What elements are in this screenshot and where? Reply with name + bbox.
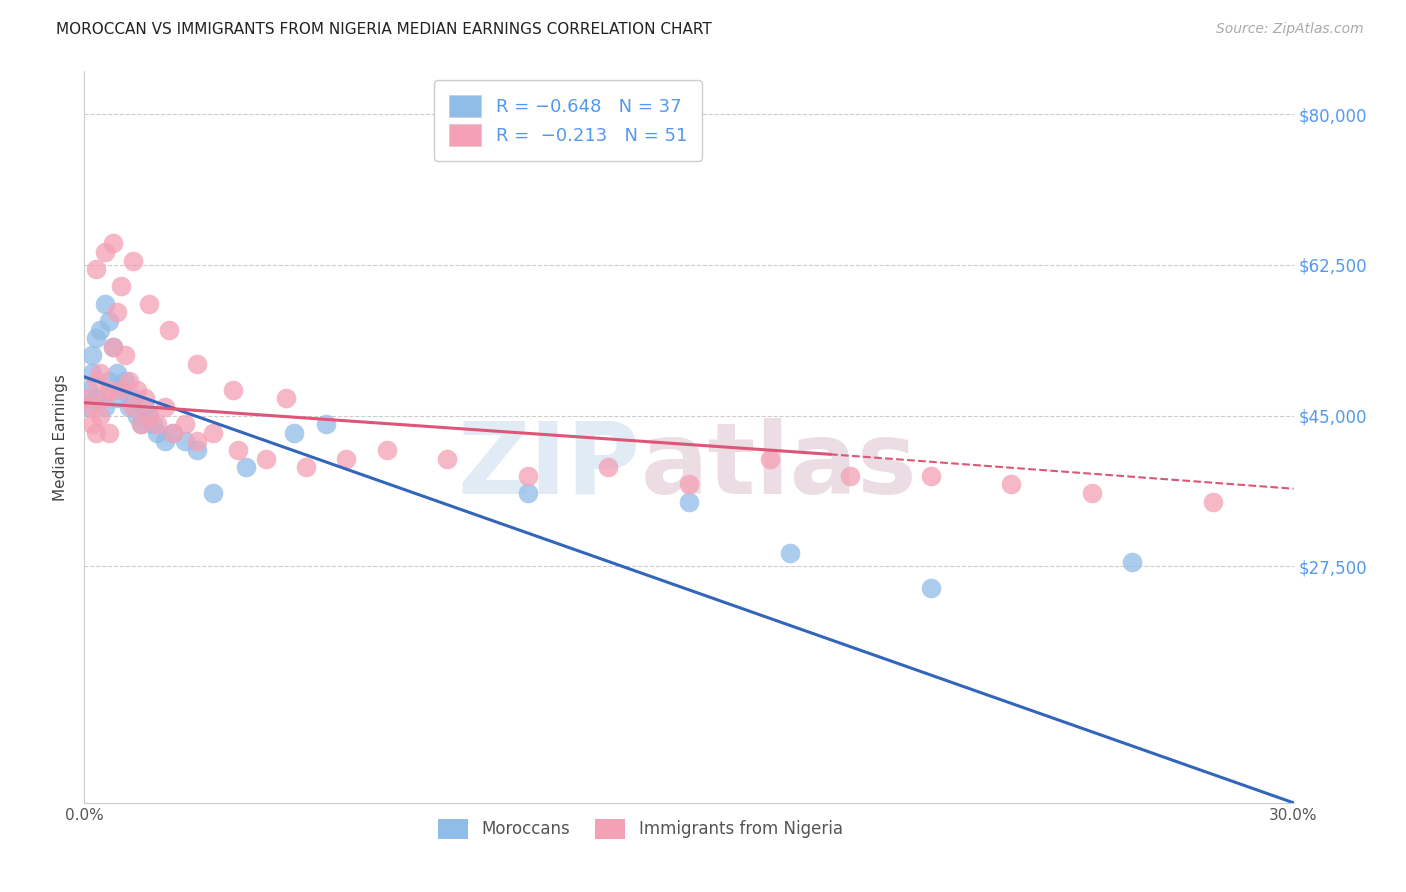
Point: [235, 460, 257, 475]
Point: [82, 400, 104, 414]
Point: [110, 383, 132, 397]
Y-axis label: Median Earnings: Median Earnings: [53, 374, 69, 500]
Point: [134, 392, 156, 406]
Point: [121, 253, 143, 268]
Point: [138, 296, 160, 310]
Point: [86, 425, 108, 440]
Point: [105, 305, 128, 319]
Point: [82, 366, 104, 380]
Point: [222, 383, 245, 397]
Point: [97, 314, 120, 328]
Point: [105, 392, 128, 406]
Text: MOROCCAN VS IMMIGRANTS FROM NIGERIA MEDIAN EARNINGS CORRELATION CHART: MOROCCAN VS IMMIGRANTS FROM NIGERIA MEDI…: [56, 22, 711, 37]
Point: [516, 468, 538, 483]
Point: [86, 331, 108, 345]
Point: [295, 460, 318, 475]
Point: [146, 425, 169, 440]
Point: [678, 494, 700, 508]
Point: [77, 400, 100, 414]
Point: [1121, 555, 1143, 569]
Point: [82, 417, 104, 432]
Point: [202, 425, 225, 440]
Point: [186, 357, 208, 371]
Point: [121, 392, 143, 406]
Point: [1202, 494, 1225, 508]
Point: [86, 392, 108, 406]
Point: [101, 236, 124, 251]
Point: [89, 322, 111, 336]
Point: [758, 451, 780, 466]
Point: [89, 366, 111, 380]
Point: [142, 417, 165, 432]
Point: [174, 417, 197, 432]
Point: [121, 400, 143, 414]
Point: [110, 383, 132, 397]
Point: [274, 392, 297, 406]
Point: [186, 434, 208, 449]
Point: [97, 374, 120, 388]
Point: [118, 374, 141, 388]
Point: [118, 400, 141, 414]
Point: [516, 486, 538, 500]
Point: [283, 425, 305, 440]
Point: [839, 468, 862, 483]
Point: [157, 322, 180, 336]
Point: [335, 451, 357, 466]
Point: [153, 434, 176, 449]
Point: [89, 409, 111, 423]
Point: [82, 348, 104, 362]
Point: [105, 366, 128, 380]
Text: ZIP: ZIP: [458, 417, 641, 515]
Point: [138, 409, 160, 423]
Point: [138, 409, 160, 423]
Point: [146, 417, 169, 432]
Point: [174, 434, 197, 449]
Point: [162, 425, 184, 440]
Point: [77, 392, 100, 406]
Point: [134, 400, 156, 414]
Point: [97, 425, 120, 440]
Point: [162, 425, 184, 440]
Point: [110, 279, 132, 293]
Point: [93, 245, 115, 260]
Text: atlas: atlas: [641, 417, 917, 515]
Legend: Moroccans, Immigrants from Nigeria: Moroccans, Immigrants from Nigeria: [432, 812, 849, 846]
Point: [202, 486, 225, 500]
Point: [97, 383, 120, 397]
Point: [254, 451, 277, 466]
Point: [101, 340, 124, 354]
Point: [86, 262, 108, 277]
Point: [920, 468, 942, 483]
Point: [125, 383, 148, 397]
Point: [920, 581, 942, 595]
Point: [375, 442, 398, 457]
Point: [779, 546, 801, 560]
Point: [125, 409, 148, 423]
Point: [315, 417, 337, 432]
Text: Source: ZipAtlas.com: Source: ZipAtlas.com: [1216, 22, 1364, 37]
Point: [93, 296, 115, 310]
Point: [153, 400, 176, 414]
Point: [77, 383, 100, 397]
Point: [1000, 477, 1022, 491]
Point: [93, 392, 115, 406]
Point: [186, 442, 208, 457]
Point: [86, 374, 108, 388]
Point: [101, 340, 124, 354]
Point: [436, 451, 458, 466]
Point: [129, 417, 152, 432]
Point: [1081, 486, 1104, 500]
Point: [114, 374, 136, 388]
Point: [93, 400, 115, 414]
Point: [678, 477, 700, 491]
Point: [114, 348, 136, 362]
Point: [226, 442, 249, 457]
Point: [129, 417, 152, 432]
Point: [598, 460, 620, 475]
